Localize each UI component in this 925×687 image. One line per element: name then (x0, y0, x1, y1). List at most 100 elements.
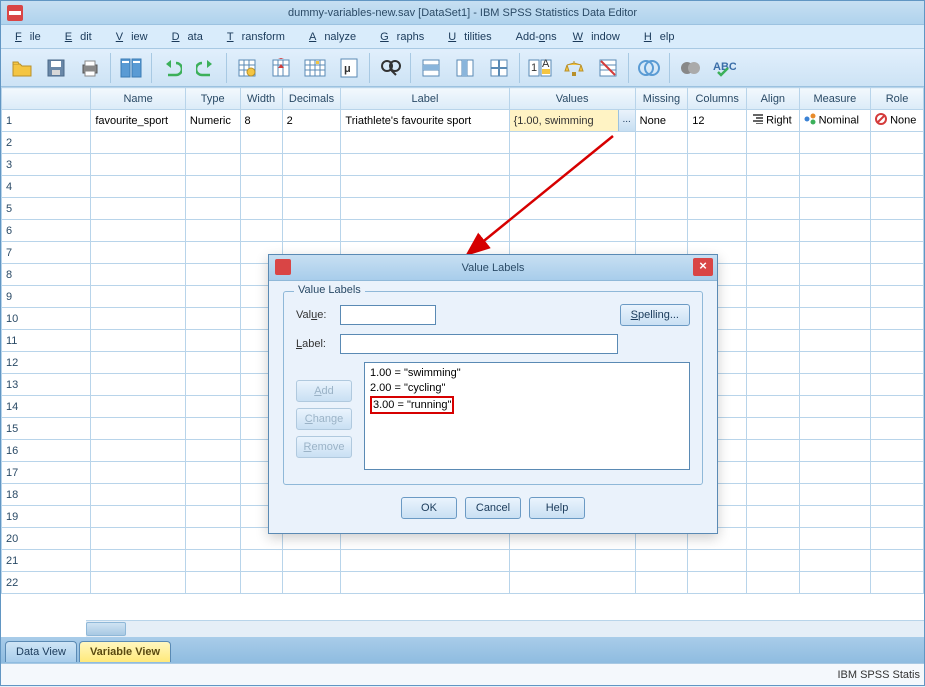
cell[interactable] (91, 550, 186, 572)
remove-button[interactable]: Remove (296, 436, 352, 458)
cell[interactable] (799, 132, 870, 154)
cell[interactable] (185, 462, 240, 484)
row-header[interactable]: 18 (2, 484, 91, 506)
cell[interactable] (240, 154, 282, 176)
column-header-name[interactable]: Name (91, 88, 186, 110)
table-row[interactable]: 2 (2, 132, 924, 154)
cell[interactable] (747, 418, 800, 440)
cell[interactable] (635, 132, 688, 154)
column-header-values[interactable]: Values (509, 88, 635, 110)
row-header[interactable]: 5 (2, 198, 91, 220)
cell[interactable] (185, 176, 240, 198)
row-header[interactable]: 11 (2, 330, 91, 352)
toolbar-variables-mu-icon[interactable]: μ (334, 53, 364, 83)
cell[interactable] (799, 308, 870, 330)
cell[interactable] (282, 154, 341, 176)
row-header[interactable]: 7 (2, 242, 91, 264)
tab-variable-view[interactable]: Variable View (79, 641, 171, 662)
cell[interactable] (688, 132, 747, 154)
cell[interactable] (799, 550, 870, 572)
row-header[interactable]: 13 (2, 374, 91, 396)
menu-data[interactable]: Data (164, 28, 219, 46)
cell[interactable] (185, 528, 240, 550)
column-header-measure[interactable]: Measure (799, 88, 870, 110)
row-header[interactable]: 10 (2, 308, 91, 330)
cell[interactable] (871, 242, 924, 264)
column-header-type[interactable]: Type (185, 88, 240, 110)
cell[interactable] (871, 132, 924, 154)
cell[interactable] (799, 220, 870, 242)
cell[interactable] (799, 264, 870, 286)
toolbar-save-icon[interactable] (41, 53, 71, 83)
toolbar-sets-icon[interactable] (634, 53, 664, 83)
cell[interactable] (185, 154, 240, 176)
cell[interactable] (509, 220, 635, 242)
cell[interactable] (799, 374, 870, 396)
cell[interactable]: Numeric (185, 110, 240, 132)
list-item[interactable]: 1.00 = "swimming" (370, 366, 684, 381)
cell[interactable] (799, 440, 870, 462)
row-header[interactable]: 20 (2, 528, 91, 550)
table-row[interactable]: 3 (2, 154, 924, 176)
ok-button[interactable]: OK (401, 497, 457, 519)
cell[interactable] (509, 176, 635, 198)
row-header[interactable]: 22 (2, 572, 91, 594)
cell[interactable] (185, 242, 240, 264)
cell[interactable] (341, 154, 509, 176)
cell[interactable] (185, 418, 240, 440)
cell[interactable] (871, 330, 924, 352)
row-header[interactable]: 16 (2, 440, 91, 462)
cell[interactable] (747, 462, 800, 484)
cell[interactable] (509, 132, 635, 154)
toolbar-open-icon[interactable] (7, 53, 37, 83)
cell[interactable] (871, 220, 924, 242)
cell[interactable] (747, 308, 800, 330)
row-header[interactable]: 9 (2, 286, 91, 308)
cell[interactable] (91, 264, 186, 286)
cell[interactable] (185, 264, 240, 286)
cancel-button[interactable]: Cancel (465, 497, 521, 519)
cell[interactable] (747, 176, 800, 198)
cell[interactable] (91, 374, 186, 396)
cell[interactable] (871, 352, 924, 374)
values-button[interactable]: ... (618, 110, 635, 131)
column-header-columns[interactable]: Columns (688, 88, 747, 110)
toolbar-recall-icon[interactable] (116, 53, 146, 83)
cell[interactable] (185, 374, 240, 396)
cell[interactable] (635, 154, 688, 176)
dialog-title-bar[interactable]: Value Labels × (269, 255, 717, 281)
cell[interactable] (91, 308, 186, 330)
column-header-missing[interactable]: Missing (635, 88, 688, 110)
row-header[interactable]: 21 (2, 550, 91, 572)
cell[interactable]: None (635, 110, 688, 132)
table-row[interactable]: 5 (2, 198, 924, 220)
cell[interactable] (282, 176, 341, 198)
cell[interactable] (341, 550, 509, 572)
cell[interactable] (185, 440, 240, 462)
column-header-width[interactable]: Width (240, 88, 282, 110)
cell[interactable] (185, 286, 240, 308)
cell[interactable] (185, 506, 240, 528)
menu-file[interactable]: File (7, 28, 57, 46)
cell[interactable] (747, 132, 800, 154)
cell[interactable] (799, 528, 870, 550)
menu-window[interactable]: Window (565, 28, 636, 46)
cell[interactable]: 2 (282, 110, 341, 132)
cell[interactable] (240, 572, 282, 594)
cell[interactable] (799, 396, 870, 418)
cell[interactable]: Right (747, 110, 800, 132)
help-button[interactable]: Help (529, 497, 585, 519)
cell[interactable] (871, 528, 924, 550)
table-row[interactable]: 22 (2, 572, 924, 594)
cell[interactable] (871, 308, 924, 330)
cell[interactable] (871, 264, 924, 286)
cell[interactable] (747, 550, 800, 572)
cell[interactable] (91, 242, 186, 264)
toolbar-find-icon[interactable] (375, 53, 405, 83)
cell[interactable] (747, 220, 800, 242)
cell[interactable] (91, 396, 186, 418)
cell[interactable] (688, 572, 747, 594)
cell[interactable]: {1.00, swimming... (509, 110, 635, 132)
toolbar-weight-icon[interactable] (559, 53, 589, 83)
toolbar-split-icon[interactable] (484, 53, 514, 83)
